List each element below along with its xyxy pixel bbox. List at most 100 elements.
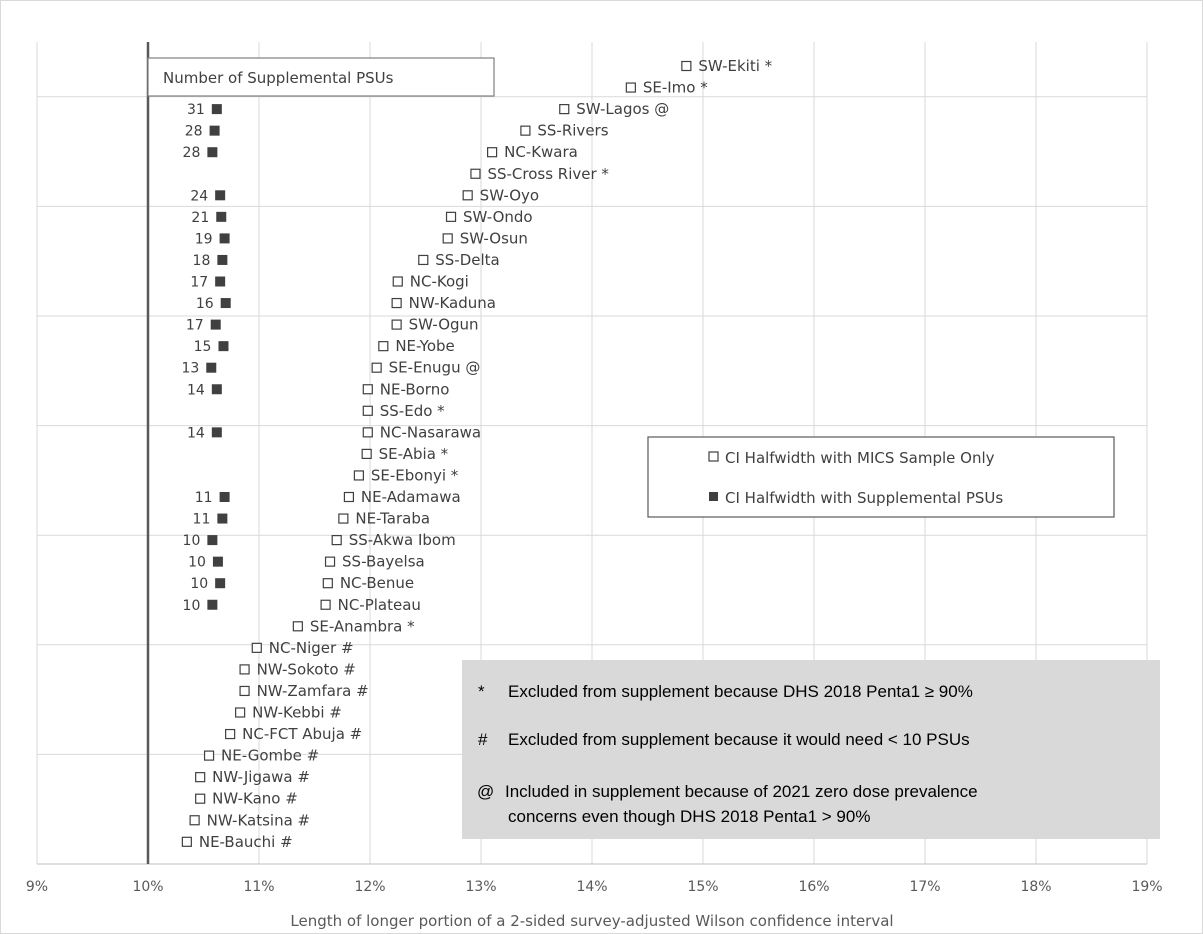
- psu-header: Number of Supplemental PSUs: [163, 69, 394, 87]
- state-label: SE-Ebonyi *: [371, 466, 459, 484]
- psu-count-label: 13: [181, 361, 199, 377]
- legend-open-marker: [708, 451, 719, 462]
- mics-point: [251, 642, 262, 653]
- x-tick-label: 19%: [1131, 879, 1162, 895]
- supp-point: [207, 599, 218, 610]
- state-label: NC-Niger #: [269, 639, 354, 657]
- notes-background: [462, 660, 1160, 839]
- supp-point: [211, 104, 222, 115]
- mics-point: [235, 707, 246, 718]
- state-label: SW-Ekiti *: [698, 57, 772, 75]
- note-3-text: Included in supplement because of 2021 z…: [505, 782, 978, 801]
- mics-point: [189, 815, 200, 826]
- state-label: NW-Kaduna: [409, 294, 496, 312]
- state-label: SS-Edo *: [380, 402, 445, 420]
- supp-point: [211, 384, 222, 395]
- state-label: SS-Cross River *: [487, 165, 609, 183]
- mics-point: [442, 233, 453, 244]
- x-tick-label: 10%: [132, 879, 163, 895]
- x-tick-label: 17%: [909, 879, 940, 895]
- mics-point: [371, 362, 382, 373]
- legend-mics-label: CI Halfwidth with MICS Sample Only: [725, 449, 995, 467]
- state-label: SW-Osun: [460, 229, 528, 247]
- state-label: SS-Bayelsa: [342, 553, 425, 571]
- mics-point: [343, 491, 355, 503]
- notes-box: * Excluded from supplement because DHS 2…: [462, 660, 1160, 839]
- mics-point: [239, 664, 250, 675]
- mics-point: [361, 448, 372, 459]
- psu-header-box: Number of Supplemental PSUs: [147, 57, 495, 97]
- mics-point: [445, 211, 457, 222]
- state-label: SS-Rivers: [537, 122, 608, 140]
- state-label: NW-Kebbi #: [252, 704, 342, 722]
- mics-point: [353, 470, 364, 481]
- supp-point: [220, 298, 231, 309]
- mics-point: [203, 750, 215, 761]
- supp-point: [216, 211, 227, 222]
- mics-point: [391, 319, 402, 330]
- note-2-text: Excluded from supplement because it woul…: [508, 730, 970, 749]
- supp-point: [212, 556, 223, 567]
- mics-point: [625, 82, 636, 93]
- state-label: SS-Akwa Ibom: [349, 531, 456, 549]
- psu-count-label: 31: [187, 102, 205, 118]
- psu-count-label: 17: [186, 318, 204, 334]
- x-tick-label: 15%: [687, 879, 718, 895]
- state-label: NE-Gombe #: [221, 747, 319, 765]
- x-tick-label: 13%: [465, 879, 496, 895]
- supp-point: [215, 578, 226, 589]
- x-tick-label: 16%: [798, 879, 829, 895]
- mics-point: [362, 405, 373, 416]
- x-tick-label: 18%: [1020, 879, 1051, 895]
- state-label: NE-Bauchi #: [199, 833, 293, 851]
- mics-point: [331, 534, 342, 546]
- state-label: NC-Benue: [340, 574, 414, 592]
- state-label: NW-Jigawa #: [212, 768, 310, 786]
- x-axis-title: Length of longer portion of a 2-sided su…: [290, 912, 893, 930]
- state-label: NW-Katsina #: [207, 811, 311, 829]
- mics-point: [195, 772, 206, 783]
- legend-supp-label: CI Halfwidth with Supplemental PSUs: [725, 489, 1003, 507]
- state-label: NW-Sokoto #: [257, 660, 356, 678]
- data-points: SW-Ekiti * SE-Imo * SW-Lagos @ 31 SS-Rivers 2…: [181, 57, 772, 851]
- psu-count-label: 16: [196, 296, 214, 312]
- state-label: SS-Delta: [435, 251, 499, 269]
- psu-count-label: 11: [193, 512, 211, 528]
- psu-count-label: 10: [183, 533, 201, 549]
- state-label: NE-Yobe: [395, 337, 454, 355]
- state-label: SW-Ogun: [409, 316, 479, 334]
- state-label: SW-Oyo: [480, 186, 539, 204]
- mics-point: [324, 556, 336, 567]
- mics-point: [418, 254, 429, 266]
- supp-point: [218, 341, 229, 352]
- state-label: SE-Anambra *: [310, 617, 415, 635]
- mics-point: [378, 341, 389, 352]
- mics-point: [520, 125, 531, 136]
- mics-point: [320, 599, 331, 610]
- state-label: NE-Borno: [380, 380, 450, 398]
- supp-point: [217, 254, 228, 265]
- psu-count-label: 11: [195, 490, 213, 506]
- supp-point: [207, 535, 218, 546]
- state-label: NC-Nasarawa: [380, 423, 481, 441]
- mics-point: [239, 685, 250, 697]
- mics-point: [225, 728, 236, 740]
- supp-point: [219, 233, 230, 244]
- supp-point: [215, 190, 226, 201]
- supp-point: [209, 125, 220, 136]
- x-tick-label: 11%: [243, 879, 274, 895]
- mics-point: [195, 793, 206, 804]
- mics-point: [181, 836, 192, 847]
- x-tick-label: 9%: [26, 879, 48, 895]
- note-3-text-continued: concerns even though DHS 2018 Penta1 > 9…: [508, 807, 870, 826]
- x-tick-label: 12%: [354, 879, 385, 895]
- psu-count-label: 10: [183, 598, 201, 614]
- psu-count-label: 28: [183, 145, 201, 161]
- psu-count-label: 28: [185, 124, 203, 140]
- x-axis: 9% 10% 11% 12% 13% 14% 15% 16% 17% 18% 19%: [26, 863, 1163, 895]
- state-label: SW-Lagos @: [576, 100, 669, 118]
- supp-point: [217, 513, 228, 524]
- psu-count-label: 15: [194, 339, 212, 355]
- mics-point: [322, 578, 333, 589]
